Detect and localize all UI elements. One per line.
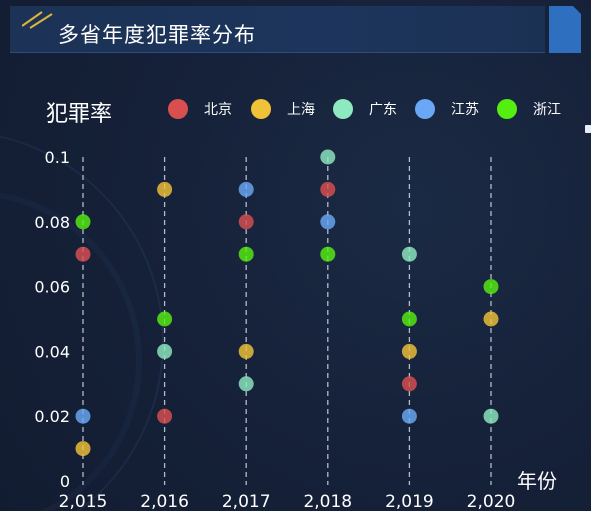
data-point bbox=[238, 214, 254, 230]
y-tick-label: 0.08 bbox=[34, 213, 70, 232]
side-marker bbox=[585, 125, 591, 133]
title-bar: 多省年度犯罪率分布 bbox=[10, 6, 545, 53]
x-axis-title: 年份 bbox=[517, 469, 557, 493]
legend-label: 北京 bbox=[204, 102, 232, 118]
legend-label: 浙江 bbox=[533, 102, 561, 118]
data-point bbox=[75, 246, 91, 262]
data-point bbox=[401, 376, 417, 392]
data-point bbox=[320, 246, 336, 262]
data-point bbox=[157, 343, 173, 359]
title-corner-icon bbox=[549, 6, 581, 53]
data-point bbox=[238, 376, 254, 392]
x-tick-label: 2,017 bbox=[222, 492, 271, 511]
data-point bbox=[157, 408, 173, 424]
data-point bbox=[483, 279, 499, 295]
y-tick-label: 0.04 bbox=[34, 342, 70, 361]
legend-label: 广东 bbox=[369, 102, 397, 118]
x-tick-label: 2,016 bbox=[140, 492, 189, 511]
legend-marker bbox=[251, 99, 271, 119]
title-stripe-icon bbox=[22, 11, 53, 29]
y-tick-label: 0.02 bbox=[34, 407, 70, 426]
y-tick-label: 0.06 bbox=[34, 278, 70, 297]
data-point bbox=[157, 181, 173, 197]
data-point bbox=[238, 343, 254, 359]
legend-label: 江苏 bbox=[451, 102, 479, 118]
data-point bbox=[483, 408, 499, 424]
data-point bbox=[75, 214, 91, 230]
data-point bbox=[238, 246, 254, 262]
data-point bbox=[401, 311, 417, 327]
title-underline bbox=[10, 52, 545, 53]
data-point bbox=[75, 441, 91, 457]
data-point bbox=[238, 181, 254, 197]
chart-title: 多省年度犯罪率分布 bbox=[58, 23, 256, 47]
data-point bbox=[320, 149, 336, 165]
data-point bbox=[483, 311, 499, 327]
data-point bbox=[401, 343, 417, 359]
legend-label: 上海 bbox=[287, 102, 315, 118]
legend-marker bbox=[497, 99, 517, 119]
data-point bbox=[320, 214, 336, 230]
data-point bbox=[75, 408, 91, 424]
y-tick-label: 0 bbox=[60, 472, 70, 491]
data-point bbox=[157, 311, 173, 327]
x-tick-label: 2,019 bbox=[385, 492, 434, 511]
legend-marker bbox=[415, 99, 435, 119]
x-tick-label: 2,020 bbox=[467, 492, 516, 511]
legend-marker bbox=[333, 99, 353, 119]
x-tick-label: 2,015 bbox=[59, 492, 108, 511]
x-tick-label: 2,018 bbox=[303, 492, 352, 511]
data-point bbox=[401, 246, 417, 262]
data-point bbox=[320, 181, 336, 197]
data-point bbox=[401, 408, 417, 424]
y-tick-label: 0.1 bbox=[45, 148, 70, 167]
legend-marker bbox=[168, 99, 188, 119]
y-axis-title: 犯罪率 bbox=[46, 102, 112, 127]
